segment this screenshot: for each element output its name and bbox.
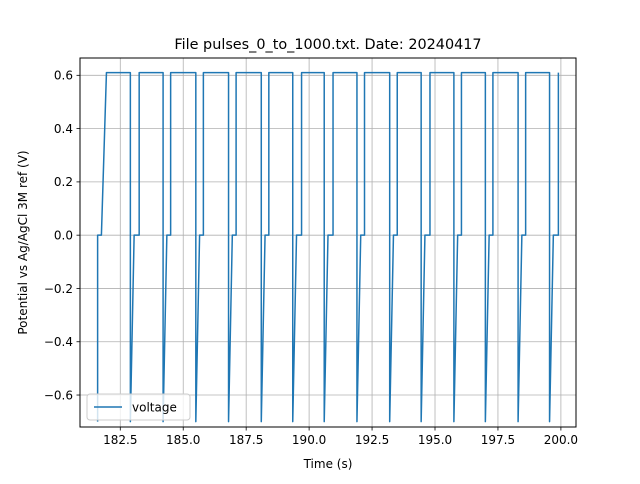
y-axis-ticks: −0.6 −0.4 −0.2 0.0 0.2 0.4 0.6 [44,69,80,402]
x-tick-label: 195.0 [418,433,452,447]
legend-box [86,393,191,421]
x-tick-label: 182.5 [103,433,137,447]
y-tick-label: −0.2 [44,282,73,296]
plot-frame [79,57,577,428]
x-tick-label: 200.0 [544,433,578,447]
x-tick-label: 197.5 [481,433,515,447]
x-axis-label: Time (s) [303,457,353,471]
x-tick-label: 187.5 [229,433,263,447]
legend: voltage [86,393,191,421]
y-tick-label: 0.6 [54,69,73,83]
x-tick-label: 190.0 [292,433,326,447]
legend-label-voltage: voltage [132,401,177,415]
y-tick-label: −0.6 [44,388,73,402]
x-axis-ticks: 182.5 185.0 187.5 190.0 192.5 195.0 197.5 200.0 [103,427,578,447]
y-tick-label: 0.0 [54,228,73,242]
y-tick-label: 0.2 [54,175,73,189]
x-tick-label: 185.0 [166,433,200,447]
y-tick-label: −0.4 [44,335,73,349]
y-axis-label: Potential vs Ag/AgCl 3M ref (V) [16,150,30,334]
chart-title: File pulses_0_to_1000.txt. Date: 2024041… [174,37,481,53]
x-tick-label: 192.5 [355,433,389,447]
series-line-voltage [96,71,560,423]
series-layer [96,71,560,423]
y-tick-label: 0.4 [54,122,73,136]
